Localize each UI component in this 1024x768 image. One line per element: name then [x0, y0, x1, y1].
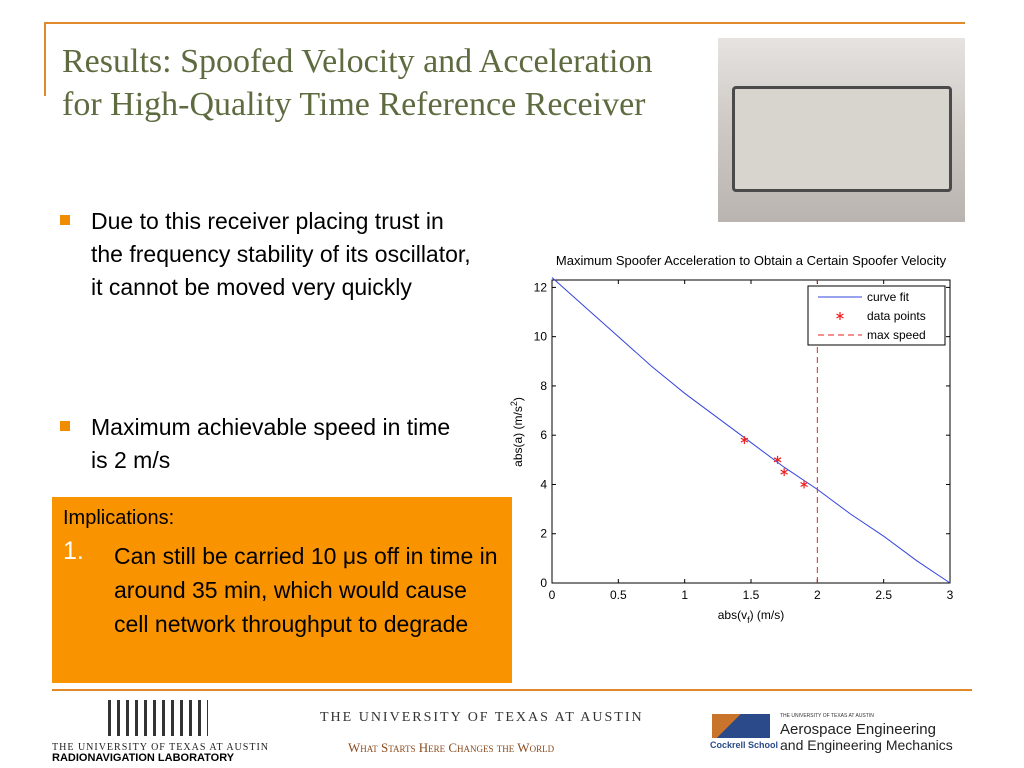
x-tick-label: 1	[681, 588, 688, 602]
y-tick-label: 8	[540, 379, 547, 393]
marker-stroke	[773, 457, 782, 463]
marker-stroke	[740, 437, 749, 443]
footer-text: THE UNIVERSITY OF TEXAS AT AUSTIN	[52, 742, 269, 753]
lab-logo	[108, 700, 208, 736]
footer-text: THE UNIVERSITY OF TEXAS AT AUSTIN	[780, 713, 874, 719]
series-line	[551, 277, 951, 584]
data-point	[780, 468, 788, 477]
marker-stroke	[780, 469, 788, 475]
left-rule	[44, 22, 46, 96]
marker-stroke	[800, 481, 808, 487]
y-axis-label: abs(a) (m/s2)	[509, 397, 525, 467]
footer-text: What Starts Here Changes the World	[348, 740, 555, 755]
callout: Implications: 1. Can still be carried 10…	[52, 497, 512, 683]
x-axis-label: abs(vf) (m/s)	[718, 608, 785, 625]
y-tick-label: 12	[534, 280, 548, 294]
x-tick-label: 2.5	[875, 588, 892, 602]
cockrell-logo	[712, 714, 770, 738]
footer-text: RADIONAVIGATION LABORATORY	[52, 752, 235, 764]
photo	[718, 38, 965, 222]
label-part: abs(a) (m/s	[511, 406, 525, 467]
label-part: 2	[509, 401, 519, 406]
x-tick-label: 0.5	[610, 588, 627, 602]
footer-text: and Engineering Mechanics	[780, 737, 953, 753]
x-tick-label: 1.5	[743, 588, 760, 602]
y-tick-label: 6	[540, 428, 547, 442]
legend-label: curve fit	[867, 290, 910, 304]
legend-label: data points	[867, 309, 926, 323]
chart-title: Maximum Spoofer Acceleration to Obtain a…	[556, 253, 947, 268]
label-part: abs(v	[718, 608, 747, 622]
data-point	[740, 436, 749, 445]
marker-stroke	[836, 313, 844, 319]
item-number: 1.	[63, 537, 84, 565]
y-tick-label: 0	[540, 576, 547, 590]
footer-text: Cockrell School	[710, 740, 779, 750]
y-tick-label: 4	[540, 477, 547, 491]
label-part: )	[511, 397, 525, 401]
bullet: Due to this receiver placing trust in th…	[60, 205, 481, 304]
bottom-rule	[52, 689, 972, 691]
legend-label: max speed	[867, 328, 926, 342]
data-point	[800, 480, 808, 489]
device	[732, 86, 952, 192]
callout-heading: Implications:	[63, 507, 175, 529]
footer-text: THE UNIVERSITY OF TEXAS AT AUSTIN	[320, 710, 644, 725]
slide-title: Results: Spoofed Velocity and Accelerati…	[62, 43, 653, 123]
x-tick-label: 2	[814, 588, 821, 602]
y-tick-label: 2	[540, 527, 547, 541]
data-point	[773, 455, 782, 464]
footer-text: Aerospace Engineering	[780, 721, 936, 738]
x-tick-label: 0	[549, 588, 556, 602]
y-tick-label: 10	[534, 330, 548, 344]
item-text: Can still be carried 10 μs off in time i…	[114, 543, 498, 637]
label-part: ) (m/s)	[750, 608, 785, 622]
top-rule	[45, 22, 965, 24]
x-tick-label: 3	[947, 588, 954, 602]
label-part: f	[747, 615, 750, 625]
bullet: Maximum achievable speed in time is 2 m/…	[60, 411, 461, 477]
legend-marker	[836, 312, 844, 320]
